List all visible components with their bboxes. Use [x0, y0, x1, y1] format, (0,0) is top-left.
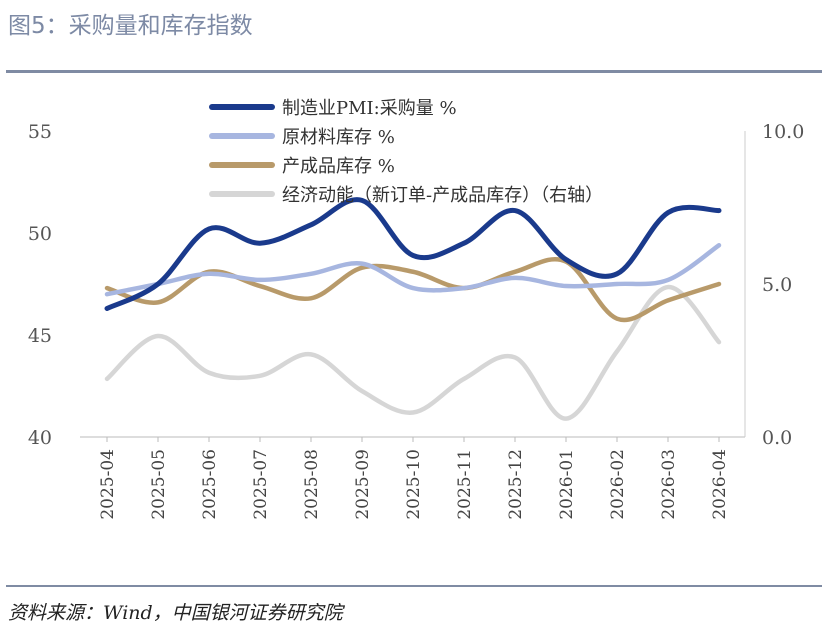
- y2-tick-label: 10.0: [762, 121, 804, 143]
- y-tick-label: 45: [28, 325, 52, 347]
- y-tick-label: 50: [28, 223, 52, 245]
- x-tick-label: 2025-08: [302, 449, 322, 520]
- y-tick-label: 55: [28, 121, 52, 143]
- chart-title: 图5：采购量和库存指数: [8, 13, 253, 39]
- series-line-0: [104, 197, 722, 311]
- x-tick-label: 2025-06: [200, 449, 220, 520]
- x-tick-label: 2025-04: [98, 449, 118, 520]
- x-tick-label: 2025-07: [251, 449, 271, 520]
- x-tick-label: 2026-01: [557, 449, 577, 520]
- legend-label: 产成品库存 %: [282, 156, 395, 177]
- x-tick-label: 2026-02: [608, 449, 628, 520]
- y-tick-label: 40: [28, 427, 52, 449]
- bottom-divider: [6, 585, 822, 587]
- source-note: 资料来源：Wind，中国银河证券研究院: [8, 602, 343, 624]
- legend-label: 经济动能（新订单-产成品库存）（右轴）: [282, 185, 603, 206]
- top-divider: [6, 70, 822, 73]
- legend-label: 原材料库存 %: [282, 127, 395, 148]
- x-tick-label: 2025-12: [506, 449, 526, 520]
- x-tick-label: 2025-09: [353, 449, 373, 520]
- y2-tick-label: 5.0: [762, 274, 792, 296]
- series-line-3: [104, 284, 722, 421]
- y2-tick-label: 0.0: [762, 427, 792, 449]
- x-tick-label: 2025-10: [404, 449, 424, 520]
- legend-label: 制造业PMI:采购量 %: [282, 98, 457, 119]
- x-tick-label: 2025-05: [149, 449, 169, 520]
- x-tick-label: 2025-11: [455, 449, 475, 520]
- x-tick-label: 2026-04: [710, 449, 730, 520]
- x-tick-label: 2026-03: [659, 449, 679, 520]
- chart: 40 45 50 55 0.0 5.0 10.0 2025-04 2025-05 2025-06 2…: [28, 98, 805, 520]
